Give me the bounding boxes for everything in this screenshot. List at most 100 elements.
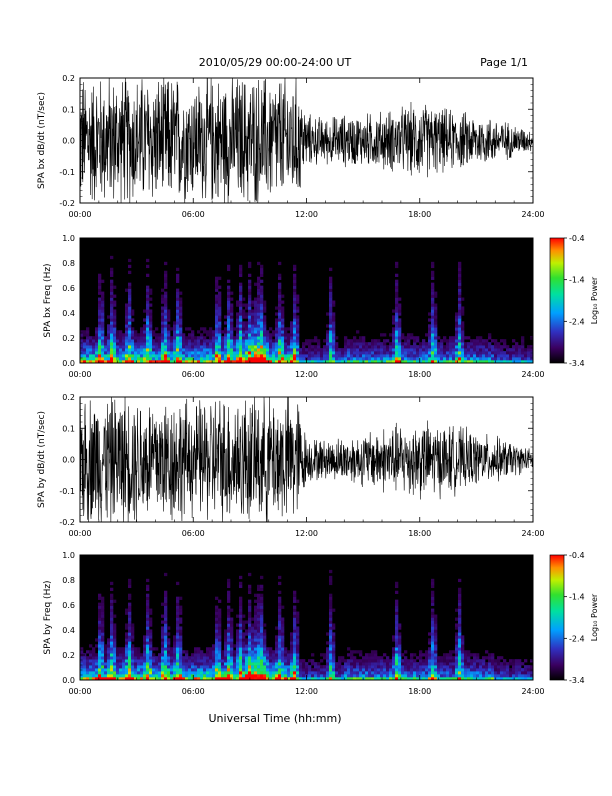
panel-bx-spectrogram-cell [275, 333, 279, 337]
panel-bx-spectrogram-cell [164, 285, 168, 289]
panel-bx-spectrogram-cell [329, 324, 333, 328]
panel-bx-spectrogram-cell [143, 360, 147, 364]
panel-by-spectrogram-cell [167, 677, 171, 681]
panel-by-spectrogram-cell [218, 614, 222, 618]
panel-bx-spectrogram-cell [428, 324, 432, 328]
panel-bx-spectrogram-cell [281, 330, 285, 334]
panel-by-spectrogram-cell [119, 662, 123, 666]
panel-bx-spectrogram-cell [266, 330, 270, 334]
panel-by-spectrogram-cell [152, 665, 156, 669]
panel-bx-spectrogram-cell [104, 357, 108, 361]
panel-bx-spectrogram-cell [80, 357, 84, 361]
panel-bx-spectrogram-cell [407, 348, 411, 352]
panel-by-spectrogram-cell [509, 659, 513, 663]
panel-by-spectrogram-cell [518, 677, 522, 681]
panel-bx-spectrogram-cell [164, 291, 168, 295]
panel-bx-spectrogram-cell [326, 330, 330, 334]
panel-bx-spectrogram-cell [275, 348, 279, 352]
panel-by-spectrogram-cell [329, 659, 333, 663]
panel-by-spectrogram-cell [200, 659, 204, 663]
panel-by-spectrogram-cell [272, 659, 276, 663]
panel-by-spectrogram-cell [386, 665, 390, 669]
panel-by-spectrogram-cell [329, 677, 333, 681]
panel-by-spectrogram-cell [290, 653, 294, 657]
panel-by-spectrogram-cell [122, 665, 126, 669]
panel-bx-spectrogram-cell [152, 330, 156, 334]
panel-by-spectrogram-cell [347, 662, 351, 666]
panel-bx-spectrogram-cell [308, 345, 312, 349]
panel-bx-spectrogram-cell [161, 330, 165, 334]
panel-by-spectrogram-cell [470, 668, 474, 672]
panel-by-spectrogram-cell [275, 650, 279, 654]
panel-by-spectrogram-cell [215, 662, 219, 666]
panel-bx-spectrogram-cell [215, 312, 219, 316]
panel-by-spectrogram-cell [293, 638, 297, 642]
panel-bx-spectrogram-cell [164, 357, 168, 361]
panel-bx-spectrogram-cell [239, 300, 243, 304]
panel-by-spectrogram-cell [419, 677, 423, 681]
panel-by-spectrogram-cell [203, 671, 207, 675]
panel-by-spectrogram-cell [89, 650, 93, 654]
panel-by-spectrogram-cell [299, 671, 303, 675]
panel-by-spectrogram-cell [128, 662, 132, 666]
panel-bx-spectrogram-cell [455, 351, 459, 355]
panel-bx-spectrogram-cell [227, 357, 231, 361]
panel-bx-spectrogram-cell [458, 339, 462, 343]
panel-by-spectrogram-cell [149, 665, 153, 669]
panel-by-spectrogram-cell [275, 677, 279, 681]
panel-by-spectrogram-cell [218, 629, 222, 633]
panel-by-spectrogram-cell [98, 644, 102, 648]
panel-bx-spectrogram-cell [128, 270, 132, 275]
panel-bx-spectrogram-cell [179, 303, 183, 307]
panel-by-spectrogram-cell [473, 653, 477, 657]
panel-bx-spectrogram-cell [239, 321, 243, 325]
panel-by-spectrogram-cell [446, 665, 450, 669]
panel-by-spectrogram-cell [443, 671, 447, 675]
panel-bx-spectrogram-cell [248, 345, 252, 349]
panel-bx-spectrogram-cell [302, 357, 306, 361]
panel-bx-spectrogram-cell [209, 351, 213, 355]
panel-by-spectrogram-cell [431, 620, 435, 624]
panel-by-spectrogram-cell [299, 662, 303, 666]
panel-by-spectrogram-cell [110, 638, 114, 642]
panel-bx-spectrogram-cell [164, 276, 168, 280]
panel-by-spectrogram-cell [413, 674, 417, 678]
panel-by-spectrogram-cell [86, 677, 90, 681]
panel-bx-spectrogram-cell [227, 264, 231, 269]
panel-by-spectrogram-cell [437, 665, 441, 669]
panel-by-spectrogram-cell [338, 677, 342, 681]
panel-by-spectrogram-cell [230, 662, 234, 666]
panel-by-spectrogram-cell [530, 674, 534, 678]
panel-bx-spectrogram-cell [188, 348, 192, 352]
panel-by-spectrogram-cell [164, 572, 168, 577]
panel-by-spectrogram-cell [113, 662, 117, 666]
panel-bx-spectrogram-cell [347, 339, 351, 343]
panel-by-spectrogram-cell [257, 617, 261, 621]
panel-bx-spectrogram-cell [434, 324, 438, 328]
panel-by-spectrogram-cell [164, 590, 168, 594]
panel-bx-spectrogram-cell [293, 321, 297, 325]
panel-by-spectrogram-cell [236, 635, 240, 639]
panel-bx-spectrogram-cell [110, 312, 114, 316]
panel-by-spectrogram-cell [290, 644, 294, 648]
panel-bx-spectrogram-cell [365, 354, 369, 358]
panel-by-spectrogram-cell [251, 635, 255, 639]
panel-by-spectrogram-cell [395, 590, 399, 594]
panel-bx-spectrogram-cell [221, 348, 225, 352]
panel-by-spectrogram-cell [458, 623, 462, 627]
panel-bx-waveform-ytick-label: -0.2 [59, 199, 75, 208]
panel-by-spectrogram-cell [383, 653, 387, 657]
panel-by-spectrogram-cell [110, 656, 114, 660]
panel-bx-spectrogram-cell [101, 279, 105, 283]
panel-by-spectrogram-cell [413, 668, 417, 672]
panel-by-spectrogram-cell [383, 677, 387, 681]
panel-by-spectrogram-cell [410, 665, 414, 669]
panel-by-spectrogram-cell [170, 647, 174, 651]
panel-by-spectrogram-cell [101, 635, 105, 639]
panel-bx-spectrogram-cell [434, 318, 438, 322]
panel-by-spectrogram-cell [131, 665, 135, 669]
panel-by-spectrogram-cell [263, 641, 267, 645]
panel-by-spectrogram-cell [206, 659, 210, 663]
panel-bx-spectrogram-cell [260, 273, 264, 277]
panel-by-spectrogram-cell [161, 671, 165, 675]
